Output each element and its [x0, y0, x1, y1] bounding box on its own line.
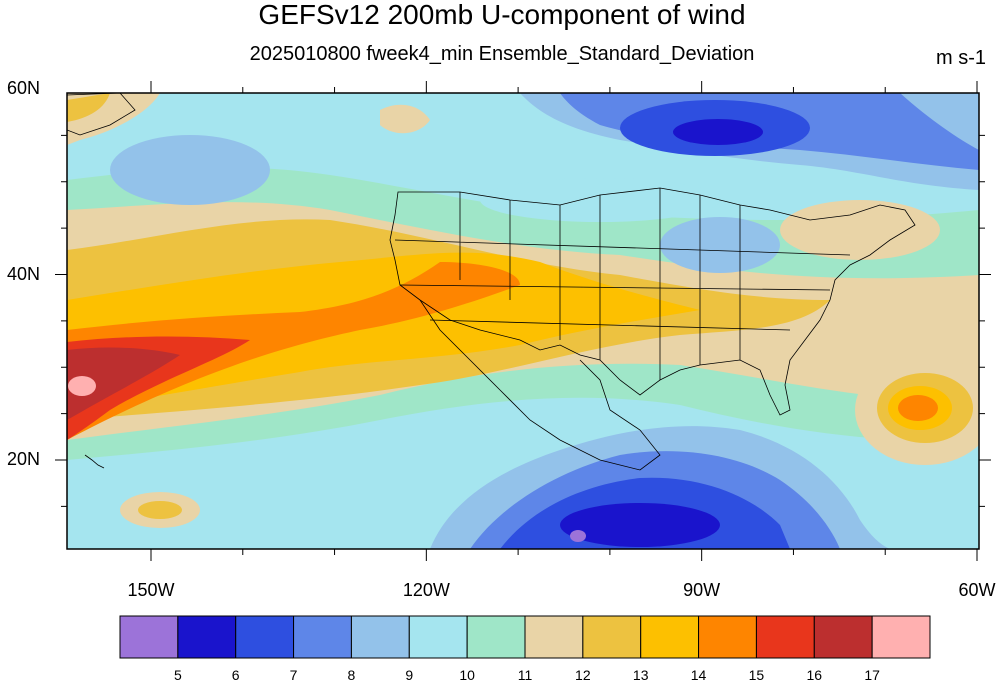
- colorbar-label: 10: [459, 667, 475, 683]
- colorbar-swatch: [293, 615, 352, 659]
- hawaii-outline: [84, 454, 105, 469]
- colorbar-swatch: [350, 615, 410, 659]
- colorbar-label: 13: [632, 667, 649, 683]
- colorbar-label: 15: [748, 667, 765, 683]
- axis-ticks: [55, 81, 991, 561]
- colorbar-swatch: [813, 615, 873, 659]
- colorbar-label: 7: [289, 667, 298, 683]
- mexico-outline: [419, 299, 661, 471]
- colorbar-swatch: [582, 615, 642, 659]
- colorbar-swatch: [755, 615, 815, 659]
- longitude-label: 150W: [127, 580, 175, 600]
- colorbar-label: 14: [690, 667, 707, 683]
- latitude-label: 60N: [6, 78, 40, 98]
- map-title: GEFSv12 200mb U-component of wind: [258, 0, 746, 30]
- colorbar-swatch: [871, 615, 931, 659]
- state-border-lines: [394, 188, 851, 380]
- colorbar-label: 12: [575, 667, 591, 683]
- colorbar-swatch: [466, 615, 526, 659]
- colorbar-label: 8: [347, 667, 356, 683]
- map-subtitle: 2025010800 fweek4_min Ensemble_Standard_…: [249, 43, 755, 65]
- colorbar-swatch: [524, 615, 584, 659]
- longitude-label: 90W: [683, 580, 721, 600]
- colorbar-label: 11: [517, 667, 533, 683]
- colorbar-label: 5: [173, 667, 182, 683]
- us-canada-outline: [389, 187, 916, 416]
- colorbar-swatch: [235, 615, 295, 659]
- units-label: m s-1: [936, 47, 986, 69]
- latitude-label: 40N: [6, 263, 40, 284]
- colorbar-swatch: [177, 615, 237, 659]
- longitude-label: 60W: [958, 580, 996, 600]
- colorbar-swatch: [408, 615, 468, 659]
- longitude-label: 120W: [402, 580, 450, 600]
- colorbar-label: 16: [806, 667, 823, 683]
- colorbar-swatch: [698, 615, 757, 659]
- colorbar-swatch: [119, 615, 179, 659]
- latitude-label: 20N: [6, 449, 40, 469]
- colorbar-label: 6: [231, 667, 240, 683]
- colorbar-label: 9: [405, 667, 414, 683]
- colorbar: [119, 615, 931, 659]
- coastlines-and-borders: [67, 93, 916, 471]
- colorbar-swatch: [640, 615, 700, 659]
- wind-std-contour-field: [67, 93, 979, 549]
- colorbar-label: 17: [864, 667, 880, 683]
